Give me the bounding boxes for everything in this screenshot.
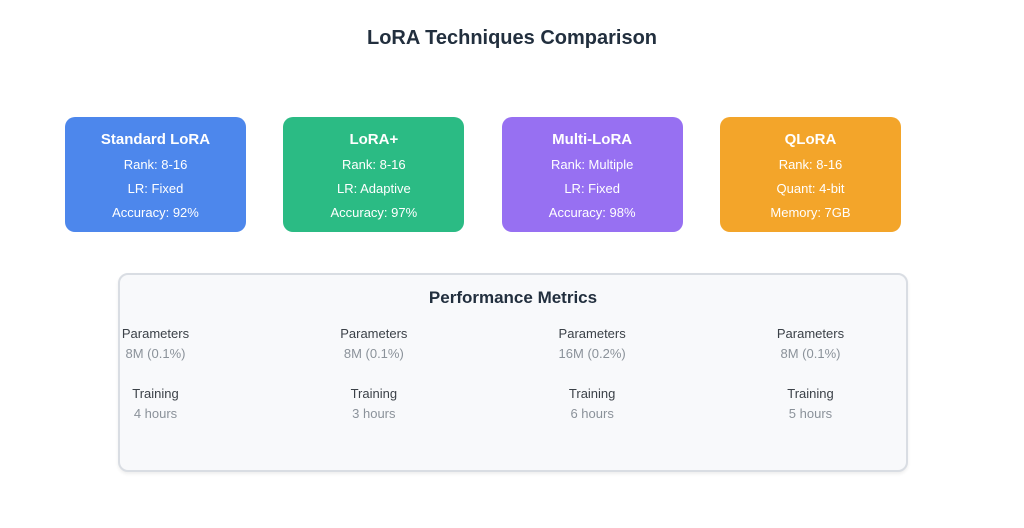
metrics-columns-row: Parameters 8M (0.1%) Training 4 hours Pa… <box>65 327 901 421</box>
technique-card-multi-lora: Multi-LoRA Rank: Multiple LR: Fixed Accu… <box>501 117 683 232</box>
training-label: Training <box>787 386 834 401</box>
card-title: Multi-LoRA <box>552 131 633 148</box>
parameters-label: Parameters <box>776 326 845 341</box>
parameters-value: 8M (0.1%) <box>125 346 186 361</box>
parameters-label: Parameters <box>121 326 190 341</box>
parameters-value: 16M (0.2%) <box>558 346 626 361</box>
card-title: LoRA+ <box>349 131 399 148</box>
technique-card-qlora: QLoRA Rank: 8-16 Quant: 4-bit Memory: 7G… <box>719 117 901 232</box>
card-accuracy-line: Accuracy: 98% <box>548 205 636 220</box>
metric-column-qlora: Parameters 8M (0.1%) Training 5 hours <box>720 327 901 421</box>
performance-metrics-panel: Performance Metrics <box>118 273 908 472</box>
card-title: Standard LoRA <box>100 131 211 148</box>
training-label: Training <box>132 386 179 401</box>
metric-column-standard-lora: Parameters 8M (0.1%) Training 4 hours <box>65 327 246 421</box>
card-lr-line: LR: Fixed <box>564 181 620 196</box>
parameters-label: Parameters <box>340 326 408 341</box>
metric-column-multi-lora: Parameters 16M (0.2%) Training 6 hours <box>502 327 683 421</box>
parameters-value: 8M (0.1%) <box>343 346 404 361</box>
training-label: Training <box>350 386 398 401</box>
card-lr-line: LR: Fixed <box>127 181 184 196</box>
card-rank-line: Rank: 8-16 <box>342 157 406 172</box>
technique-card-standard-lora: Standard LoRA Rank: 8-16 LR: Fixed Accur… <box>65 117 246 232</box>
parameters-label: Parameters <box>558 326 626 341</box>
card-rank-line: Rank: 8-16 <box>123 157 188 172</box>
card-lr-line: LR: Adaptive <box>336 181 411 196</box>
training-value: 5 hours <box>788 406 833 421</box>
card-quant-line: Quant: 4-bit <box>776 181 845 196</box>
training-value: 3 hours <box>352 406 396 421</box>
card-accuracy-line: Accuracy: 92% <box>112 205 199 220</box>
card-accuracy-line: Accuracy: 97% <box>330 205 418 220</box>
parameters-value: 8M (0.1%) <box>780 346 841 361</box>
page-title: LoRA Techniques Comparison <box>366 27 658 49</box>
metrics-panel-title: Performance Metrics <box>428 288 598 307</box>
metric-column-lora-plus: Parameters 8M (0.1%) Training 3 hours <box>283 327 464 421</box>
card-title: QLoRA <box>784 131 837 148</box>
technique-cards-row: Standard LoRA Rank: 8-16 LR: Fixed Accur… <box>65 117 901 232</box>
training-value: 6 hours <box>570 406 614 421</box>
training-label: Training <box>568 386 616 401</box>
card-rank-line: Rank: 8-16 <box>778 157 843 172</box>
card-memory-line: Memory: 7GB <box>770 205 851 220</box>
training-value: 4 hours <box>133 406 178 421</box>
card-rank-line: Rank: Multiple <box>550 157 634 172</box>
technique-card-lora-plus: LoRA+ Rank: 8-16 LR: Adaptive Accuracy: … <box>283 117 465 232</box>
